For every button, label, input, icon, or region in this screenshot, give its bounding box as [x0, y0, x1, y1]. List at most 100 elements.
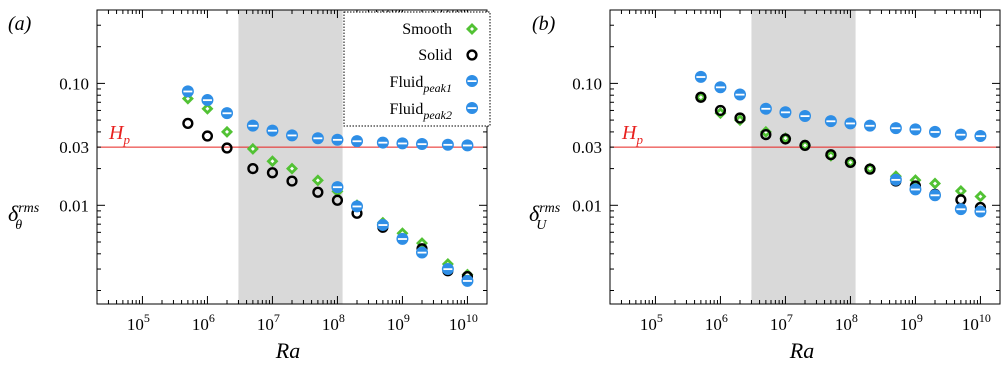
x-tick-label-base: 10 [962, 315, 979, 334]
data-point-fluidpeak1 [889, 122, 902, 135]
threshold-label-a: Hp [108, 122, 130, 147]
data-point-fluidpeak1 [246, 119, 259, 132]
data-point-fluidpeak1 [799, 110, 811, 123]
x-tick-label-base: 10 [770, 315, 787, 334]
legend-label-smooth: Smooth [402, 21, 452, 38]
data-point-smooth [286, 162, 298, 175]
data-point-fluidpeak1 [266, 124, 279, 137]
data-point-solid [286, 175, 298, 187]
data-point-smooth [929, 177, 941, 190]
x-axis-title-b: Ra [789, 338, 814, 363]
legend-label-fluid-peak2-base: Fluid [390, 101, 424, 118]
data-point-smooth [246, 142, 259, 155]
data-point-fluidpeak2 [396, 232, 409, 245]
legend-label-fluid-peak1-sub: peak1 [422, 81, 452, 95]
x-tick-label-a: 1010 [449, 311, 478, 334]
y-tick-label-b: 0.01 [572, 196, 602, 215]
shaded-region-a [238, 10, 343, 304]
x-tick-label-base: 10 [257, 315, 274, 334]
x-tick-label-b: 108 [835, 311, 858, 334]
data-point-solid [695, 91, 707, 103]
legend-markers [466, 23, 478, 114]
legend-label-fluid-peak2-sub: peak2 [422, 108, 452, 122]
data-point-fluidpeak1 [311, 132, 324, 145]
panel-label-b: (b) [532, 13, 556, 35]
data-point-fluidpeak2 [954, 203, 967, 216]
data-point-fluidpeak1 [824, 115, 837, 128]
data-point-solid [844, 156, 857, 168]
series-fluidpeak2-b [889, 173, 987, 218]
y-axis-title-b-sup: rms [539, 201, 561, 216]
x-tick-label-exp: 8 [339, 311, 345, 325]
legend-box [343, 11, 491, 127]
legend-marker-fluid-peak2 [466, 102, 478, 114]
x-tick-label-base: 10 [449, 315, 466, 334]
data-point-fluidpeak1 [181, 85, 194, 98]
threshold-label-b: Hp [621, 122, 643, 147]
x-tick-label-exp: 7 [787, 311, 793, 325]
legend-marker-fluid-peak1 [466, 75, 478, 87]
data-point-fluidpeak2 [889, 173, 902, 186]
data-point-smooth [266, 155, 279, 168]
x-tick-label-base: 10 [835, 315, 852, 334]
x-tick-label-b: 109 [900, 311, 923, 334]
legend-label-fluid-peak1-base: Fluid [390, 74, 424, 91]
x-tick-label-base: 10 [192, 315, 209, 334]
data-point-smooth [954, 185, 967, 198]
y-tick-label-b: 0.10 [572, 74, 602, 93]
series-fluidpeak1-b [694, 70, 987, 143]
data-point-fluidpeak1 [929, 125, 941, 138]
threshold-label-sub-a: p [122, 132, 130, 147]
y-tick-label-a: 0.03 [59, 138, 89, 157]
data-point-solid [331, 194, 344, 206]
y-axis-title-b: δrms U [529, 201, 561, 233]
data-point-solid [266, 167, 279, 179]
x-tick-label-base: 10 [387, 315, 404, 334]
data-point-solid [221, 142, 233, 154]
data-point-fluidpeak1 [221, 107, 233, 120]
x-tick-label-base: 10 [127, 315, 144, 334]
x-tick-label-exp: 9 [404, 311, 410, 325]
data-point-fluidpeak2 [331, 181, 344, 194]
x-tick-label-base: 10 [640, 315, 657, 334]
data-point-solid [201, 130, 214, 142]
x-tick-label-b: 107 [770, 311, 793, 334]
legend-label-fluid-peak2: Fluidpeak2 [390, 101, 452, 122]
x-tick-label-b: 105 [640, 311, 663, 334]
x-tick-label-a: 107 [257, 311, 280, 334]
data-point-smooth [734, 114, 746, 127]
data-point-solid [247, 163, 259, 175]
x-tick-label-base: 10 [705, 315, 722, 334]
x-tick-label-exp: 8 [852, 311, 858, 325]
x-tick-label-exp: 5 [657, 311, 663, 325]
legend-label-fluid-peak1: Fluidpeak1 [390, 74, 452, 95]
y-axis-title-a-sub: θ [15, 218, 22, 233]
data-point-fluidpeak2 [974, 205, 987, 218]
x-tick-label-exp: 9 [917, 311, 923, 325]
x-tick-label-a: 108 [322, 311, 345, 334]
data-point-fluidpeak1 [909, 123, 922, 136]
y-axis-title-a-sup: rms [18, 201, 40, 216]
legend-label-solid: Solid [418, 47, 452, 64]
data-point-fluidpeak1 [441, 138, 454, 151]
data-point-fluidpeak2 [351, 200, 363, 213]
data-point-fluidpeak1 [714, 81, 727, 94]
threshold-label-base-a: H [108, 122, 125, 144]
data-point-fluidpeak2 [461, 274, 474, 287]
data-point-solid [799, 139, 811, 151]
data-point-fluidpeak1 [864, 119, 876, 132]
data-point-solid [779, 133, 792, 145]
panel-label-a: (a) [8, 13, 32, 35]
threshold-label-sub-b: p [635, 132, 643, 147]
data-point-solid [760, 129, 772, 141]
series-fluidpeak1-a [181, 85, 474, 152]
data-point-fluidpeak2 [416, 246, 428, 259]
data-point-fluidpeak2 [929, 189, 941, 202]
data-point-fluidpeak1 [286, 129, 298, 142]
data-point-solid [312, 186, 324, 198]
y-axis-title-a-base: δ [8, 201, 19, 226]
data-point-smooth [201, 102, 214, 115]
data-point-fluidpeak1 [201, 94, 214, 107]
data-point-fluidpeak1 [954, 128, 967, 141]
